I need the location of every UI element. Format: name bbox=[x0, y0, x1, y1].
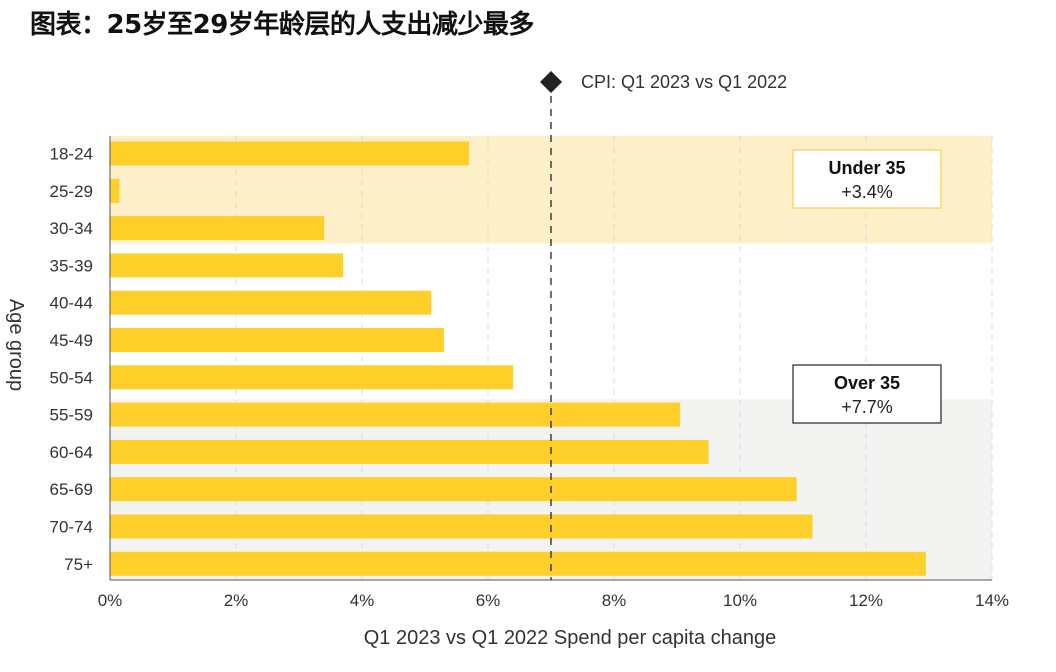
x-tick-label: 10% bbox=[723, 591, 757, 610]
y-tick-label: 50-54 bbox=[50, 368, 93, 387]
annotation-box-1 bbox=[792, 364, 942, 424]
bar-25-29 bbox=[110, 178, 120, 203]
y-tick-label: 70-74 bbox=[50, 518, 93, 537]
y-tick-label: 35-39 bbox=[50, 256, 93, 275]
y-tick-label: 75+ bbox=[64, 555, 93, 574]
cpi-label: CPI: Q1 2023 vs Q1 2022 bbox=[581, 72, 787, 92]
x-tick-label: 0% bbox=[98, 591, 123, 610]
x-tick-label: 8% bbox=[602, 591, 627, 610]
chart-title: 图表：25岁至29岁年龄层的人支出减少最多 bbox=[30, 10, 534, 40]
bar-65-69 bbox=[110, 477, 797, 502]
bar-70-74 bbox=[110, 514, 813, 539]
y-tick-label: 30-34 bbox=[50, 219, 93, 238]
annotation-value: +7.7% bbox=[841, 397, 893, 417]
bar-50-54 bbox=[110, 365, 514, 390]
bar-30-34 bbox=[110, 216, 325, 241]
x-tick-label: 4% bbox=[350, 591, 375, 610]
y-tick-label: 18-24 bbox=[50, 145, 93, 164]
y-tick-label: 45-49 bbox=[50, 331, 93, 350]
y-axis-title: Age group bbox=[5, 299, 27, 391]
bar-55-59 bbox=[110, 402, 681, 427]
bar-60-64 bbox=[110, 439, 709, 464]
y-tick-label: 65-69 bbox=[50, 480, 93, 499]
cpi-diamond-icon bbox=[540, 71, 562, 93]
y-tick-label: 40-44 bbox=[50, 294, 93, 313]
y-tick-label: 60-64 bbox=[50, 443, 93, 462]
bar-45-49 bbox=[110, 328, 444, 352]
x-tick-label: 14% bbox=[975, 591, 1009, 610]
y-tick-label: 55-59 bbox=[50, 406, 93, 425]
bar-75+ bbox=[110, 551, 926, 576]
annotation-title: Under 35 bbox=[828, 158, 905, 178]
annotation-box-0 bbox=[792, 149, 942, 209]
annotation-title: Over 35 bbox=[834, 373, 900, 393]
x-axis-title: Q1 2023 vs Q1 2022 Spend per capita chan… bbox=[364, 627, 777, 649]
bar-18-24 bbox=[110, 141, 470, 166]
x-tick-label: 2% bbox=[224, 591, 249, 610]
x-tick-label: 6% bbox=[476, 591, 501, 610]
bar-35-39 bbox=[110, 253, 344, 278]
x-tick-label: 12% bbox=[849, 591, 883, 610]
annotation-value: +3.4% bbox=[841, 182, 893, 202]
bar-40-44 bbox=[110, 290, 432, 315]
y-tick-label: 25-29 bbox=[50, 182, 93, 201]
